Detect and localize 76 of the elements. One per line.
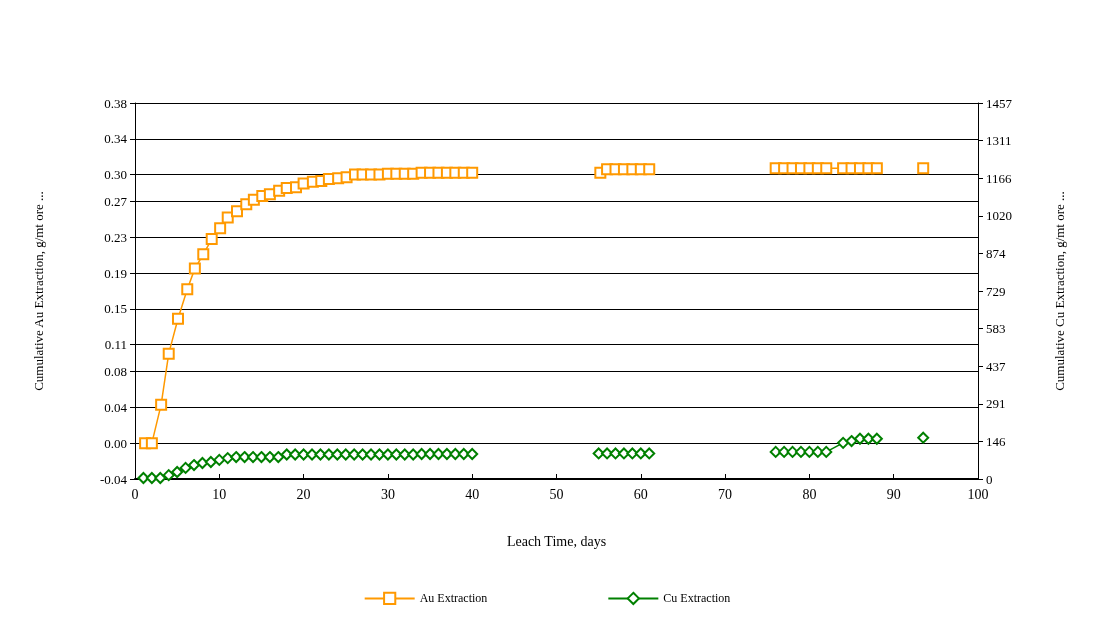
y2-tick-label: 583 — [986, 321, 1006, 337]
point — [205, 233, 218, 246]
y-tick-label: 0.08 — [104, 364, 127, 380]
point — [221, 211, 234, 224]
y-tick-label: 0.38 — [104, 95, 127, 111]
y2-tick-label: 874 — [986, 245, 1006, 261]
point — [197, 248, 210, 261]
point — [214, 222, 227, 235]
point — [870, 162, 883, 175]
y-tick-label: 0.00 — [104, 435, 127, 451]
y2-tick-label: 1020 — [986, 208, 1012, 224]
y-tick-label: 0.19 — [104, 265, 127, 281]
y-axis-title: Cumulative Au Extraction, g/mt ore ... — [31, 191, 46, 391]
point — [221, 452, 234, 465]
x-tick-label: 50 — [549, 486, 564, 502]
point — [643, 447, 656, 460]
x-tick-label: 80 — [802, 486, 817, 502]
point — [381, 448, 394, 461]
point — [466, 166, 479, 179]
y-tick-label: 0.04 — [104, 399, 128, 415]
y2-tick-label: 1457 — [986, 95, 1013, 111]
point — [188, 459, 201, 472]
point — [179, 461, 192, 474]
point — [820, 445, 833, 458]
point — [820, 162, 833, 175]
point — [188, 262, 201, 275]
y-tick-label: -0.04 — [99, 471, 128, 487]
point — [213, 453, 226, 466]
y-tick-label: 0.23 — [104, 229, 127, 245]
x-tick-label: 40 — [465, 486, 480, 502]
point — [204, 455, 217, 468]
x-tick-label: 100 — [967, 486, 989, 502]
x-tick-label: 60 — [633, 486, 648, 502]
point — [155, 398, 168, 411]
y2-tick-label: 0 — [986, 471, 993, 487]
point — [837, 436, 850, 449]
point — [617, 447, 630, 460]
point — [272, 451, 285, 464]
point — [154, 471, 167, 484]
y2-tick-label: 437 — [986, 358, 1006, 374]
point — [870, 432, 883, 445]
y2-tick-label: 146 — [986, 433, 1006, 449]
point — [145, 437, 158, 450]
point — [853, 432, 866, 445]
point — [231, 205, 243, 218]
y2-tick-label: 291 — [986, 396, 1006, 412]
x-tick-label: 90 — [886, 486, 901, 502]
y2-tick-label: 1166 — [986, 170, 1013, 186]
point — [643, 163, 656, 176]
y2-axis-title: Cumulative Cu Extraction, g/mt ore ... — [1052, 191, 1067, 391]
y-tick-label: 0.30 — [104, 167, 127, 183]
legend-label: Au Extraction — [419, 591, 488, 606]
point — [917, 431, 930, 444]
y2-tick-label: 1311 — [986, 133, 1012, 149]
y-tick-label: 0.27 — [104, 193, 128, 209]
point — [171, 466, 184, 479]
point — [162, 469, 175, 482]
point — [845, 435, 858, 448]
legend-label: Cu Extraction — [663, 591, 731, 606]
x-tick-label: 0 — [131, 486, 139, 502]
point — [440, 447, 453, 460]
x-tick-label: 20 — [296, 486, 311, 502]
point — [171, 312, 184, 325]
x-tick-label: 30 — [380, 486, 395, 502]
y-tick-label: 0.34 — [104, 131, 128, 147]
point — [466, 447, 479, 460]
point — [181, 283, 194, 296]
x-axis-title: Leach Time, days — [506, 533, 607, 549]
x-tick-label: 10 — [212, 486, 227, 502]
x-tick-label: 70 — [718, 486, 733, 502]
y-tick-label: 0.15 — [104, 301, 127, 317]
y2-tick-label: 729 — [986, 283, 1006, 299]
point — [917, 162, 930, 175]
y-tick-label: 0.11 — [104, 337, 127, 353]
point — [794, 445, 807, 458]
point — [162, 347, 175, 360]
